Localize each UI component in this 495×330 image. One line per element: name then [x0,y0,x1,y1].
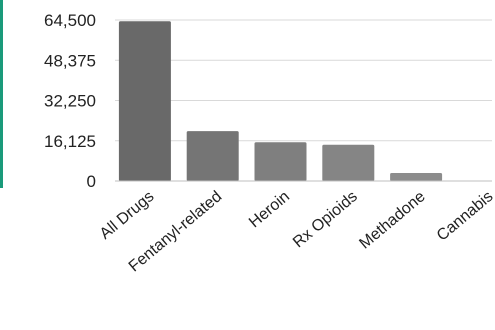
bar-all-drugs [118,21,171,181]
y-tick-label: 16,125 [44,132,96,151]
gridlines [115,19,492,142]
bar-rx-opioids [322,144,375,181]
bar-methadone [390,173,443,181]
bar-heroin [254,142,307,181]
y-tick-label: 32,250 [44,92,96,111]
bar-fentanyl-related [186,131,239,181]
x-tick-label: Heroin [246,188,293,231]
x-tick-label: Cannabis [434,188,495,244]
y-axis-tick-labels: 0 16,125 32,250 48,375 64,500 [44,11,96,191]
x-tick-label: Methadone [356,188,428,253]
y-tick-label: 48,375 [44,51,96,70]
bars [118,21,443,181]
y-tick-label: 0 [87,172,96,191]
accent-bar [0,0,3,188]
y-tick-label: 64,500 [44,11,96,30]
x-tick-label: All Drugs [97,188,158,243]
x-tick-label: Rx Opioids [290,188,361,251]
